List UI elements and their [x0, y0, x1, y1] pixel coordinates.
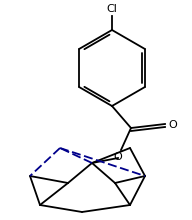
Text: O: O	[168, 121, 177, 130]
Text: O: O	[114, 152, 122, 162]
Text: Cl: Cl	[107, 4, 118, 14]
